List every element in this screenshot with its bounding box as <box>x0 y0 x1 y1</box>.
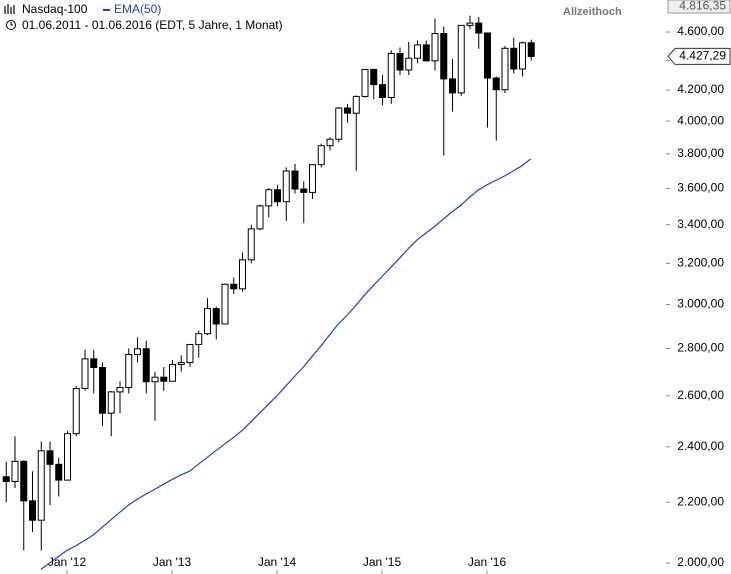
candle-body <box>169 363 176 382</box>
x-tick-label: Jan '15 <box>363 555 402 569</box>
y-tick-label: 3.000,00 <box>677 297 724 311</box>
candle-body <box>501 47 509 91</box>
candle-body <box>484 32 491 79</box>
y-tick-label: 2.200,00 <box>677 494 724 508</box>
candle-body <box>72 387 80 435</box>
price-box <box>667 0 731 14</box>
candle-body <box>370 68 378 86</box>
candle-body <box>300 188 308 193</box>
candle-body <box>221 283 229 325</box>
candle-body <box>449 78 456 94</box>
y-tick-label: 2.800,00 <box>677 341 724 355</box>
legend-entry: EMA(50) <box>114 2 161 16</box>
ema-line <box>40 158 532 570</box>
candle-body <box>247 228 255 261</box>
candle-body <box>282 170 290 203</box>
candle-body <box>64 433 71 481</box>
candle-body <box>466 22 474 26</box>
candle-body <box>326 138 334 147</box>
candle-body <box>177 362 185 365</box>
y-tick-label: 3.200,00 <box>677 256 724 270</box>
candle-body <box>11 460 19 482</box>
price-label: 4.427,29 <box>679 49 726 63</box>
candle-body <box>414 44 421 59</box>
candle-body <box>151 376 159 383</box>
candle-body <box>519 42 526 70</box>
y-tick-label: 4.200,00 <box>677 82 724 96</box>
y-tick-label: 4.000,00 <box>677 113 724 127</box>
candle-body <box>81 358 89 389</box>
candle-body <box>125 353 133 389</box>
candle-body <box>344 107 351 114</box>
candle-body <box>20 460 28 502</box>
candle-body <box>256 205 264 230</box>
y-tick-label: 3.400,00 <box>677 217 724 231</box>
candle-body <box>527 42 535 57</box>
candle-body <box>309 164 316 193</box>
candle-body <box>37 450 45 521</box>
candle-body <box>405 57 413 71</box>
clock-hands <box>10 22 13 26</box>
price-label: 4.816,35 <box>679 0 726 13</box>
price-box <box>667 47 731 65</box>
candle-body <box>90 358 98 368</box>
chart-subtitle: 01.06.2011 - 01.06.2016 (EDT, 5 Jahre, 1… <box>22 18 283 32</box>
candle-body <box>107 391 115 414</box>
candle-body <box>204 308 211 335</box>
candle-body <box>212 308 220 325</box>
candle-body <box>160 376 168 382</box>
x-tick-label: Jan '14 <box>258 555 297 569</box>
candle-body <box>99 366 106 414</box>
candle-body <box>431 33 439 62</box>
plot-area <box>2 15 535 570</box>
y-tick-label: 4.600,00 <box>677 24 724 38</box>
y-tick-label: 2.400,00 <box>677 439 724 453</box>
candle-body <box>134 348 141 355</box>
candle-body <box>352 95 360 114</box>
candle-body <box>335 107 343 140</box>
candle-body <box>440 33 448 80</box>
y-tick-label: 2.000,00 <box>677 555 724 569</box>
chart-title: Nasdaq-100 <box>22 2 88 16</box>
candle-body <box>116 387 124 393</box>
x-tick-label: Jan '12 <box>48 555 87 569</box>
clock-icon <box>6 20 16 30</box>
x-tick-label: Jan '16 <box>468 555 507 569</box>
candle-body <box>230 283 238 290</box>
x-tick-label: Jan '13 <box>153 555 192 569</box>
candle-body <box>142 348 150 383</box>
candle-body <box>46 450 54 465</box>
candle-body <box>387 52 395 99</box>
candle-body <box>396 52 404 71</box>
candle-body <box>29 500 36 521</box>
annotation: Allzeithoch <box>563 6 622 18</box>
candle-body <box>422 44 430 62</box>
candle-body <box>2 476 10 482</box>
candle-body <box>195 333 203 345</box>
candle-body <box>379 84 386 99</box>
candle-body <box>55 463 63 481</box>
candle-body <box>317 145 325 166</box>
y-tick-label: 3.800,00 <box>677 146 724 160</box>
y-tick-label: 3.600,00 <box>677 180 724 194</box>
candle-body <box>492 77 500 91</box>
candle-body <box>239 259 246 290</box>
candle-body <box>291 170 299 190</box>
candle-body <box>457 24 465 94</box>
candle-icon <box>4 4 15 14</box>
candle-body <box>274 189 281 203</box>
candle-body <box>361 68 369 97</box>
header: Nasdaq-100 EMA(50) 01.06.2011 - 01.06.20… <box>4 2 283 32</box>
candle-body <box>475 22 483 34</box>
y-tick-label: 2.600,00 <box>677 388 724 402</box>
candle-body <box>265 189 273 207</box>
candle-body <box>186 343 194 364</box>
candle-body <box>510 47 518 70</box>
